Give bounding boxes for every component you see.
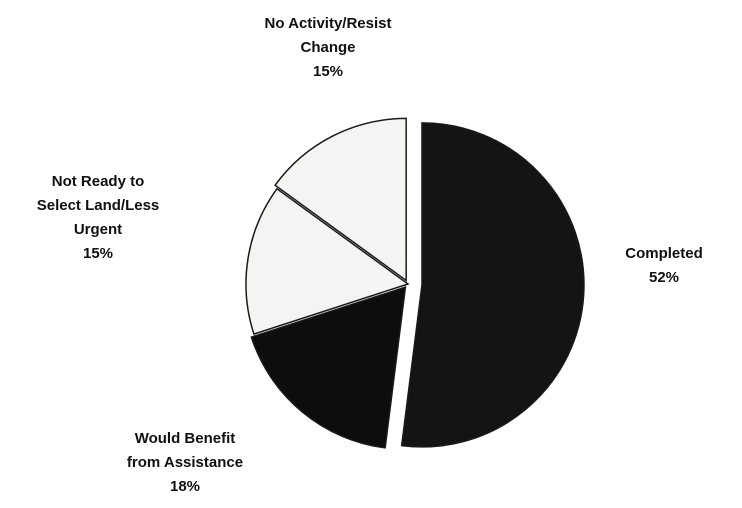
label-would-benefit-line1: Would Benefit bbox=[134, 430, 236, 447]
label-no-activity-percent: 15% bbox=[312, 63, 344, 80]
slice-no-activity bbox=[274, 117, 407, 282]
label-would-benefit: Would Benefit from Assistance 18% bbox=[95, 427, 275, 499]
label-not-ready-line3: Urgent bbox=[73, 221, 123, 238]
label-not-ready-line2: Select Land/Less bbox=[36, 197, 160, 214]
label-not-ready-line1: Not Ready to bbox=[51, 173, 145, 190]
label-not-ready-percent: 15% bbox=[82, 245, 114, 262]
slice-completed bbox=[400, 122, 585, 448]
label-completed-name: Completed bbox=[625, 245, 703, 262]
label-no-activity-line1: No Activity/Resist bbox=[264, 15, 392, 32]
slice-not-ready bbox=[245, 187, 410, 336]
label-would-benefit-line2: from Assistance bbox=[126, 454, 244, 471]
label-would-benefit-percent: 18% bbox=[169, 478, 201, 495]
label-completed: Completed 52% bbox=[604, 242, 724, 290]
label-completed-percent: 52% bbox=[648, 269, 680, 286]
label-no-activity: No Activity/Resist Change 15% bbox=[228, 12, 428, 84]
label-not-ready: Not Ready to Select Land/Less Urgent 15% bbox=[8, 170, 188, 266]
label-no-activity-line2: Change bbox=[300, 39, 356, 56]
slice-would-benefit bbox=[250, 286, 407, 449]
